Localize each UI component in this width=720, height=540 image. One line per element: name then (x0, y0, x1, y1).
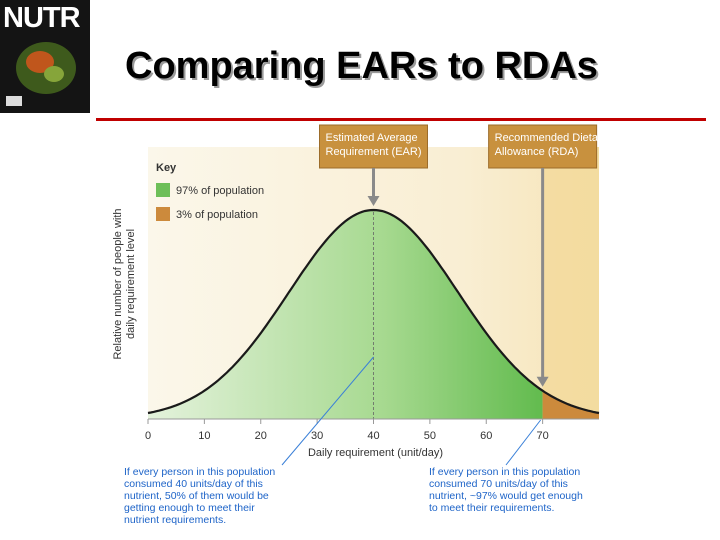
cover-art (0, 0, 90, 113)
callout-text-line: getting enough to meet their (124, 502, 255, 514)
cover-brand-text: NUTR (3, 2, 81, 34)
x-tick-label: 50 (424, 430, 436, 442)
book-cover-image: NUTR (0, 0, 90, 113)
callout-leader-line (281, 356, 374, 466)
callout-leader-line (505, 419, 542, 466)
area-3-percent (542, 390, 599, 419)
marker-arrow-head (367, 196, 380, 206)
area-97-percent (148, 210, 543, 419)
marker-label-line: Allowance (RDA) (495, 146, 579, 158)
x-tick-label: 0 (145, 430, 151, 442)
callout-text-line: If every person in this population (124, 466, 275, 478)
x-tick-label: 70 (537, 430, 549, 442)
x-tick-label: 10 (198, 430, 210, 442)
x-tick-label: 30 (311, 430, 323, 442)
marker-label-line: Requirement (EAR) (326, 146, 422, 158)
title-divider (96, 118, 706, 121)
marker-box (319, 124, 428, 169)
x-axis-label: Daily requirement (unit/day) (308, 447, 443, 459)
x-tick-label: 40 (367, 430, 379, 442)
x-tick-label: 60 (480, 430, 492, 442)
callout-text-line: nutrient, ~97% would get enough (429, 490, 583, 502)
callout-text-line: nutrient, 50% of them would be (124, 490, 269, 502)
callout-text-line: to meet their requirements. (429, 502, 554, 514)
marker-label-line: Estimated Average (326, 132, 418, 144)
callout-text-line: If every person in this population (429, 466, 580, 478)
y-axis-label-line: daily requirement level (125, 229, 137, 339)
key-title: Key (156, 162, 177, 174)
marker-arrow-head (536, 376, 549, 387)
y-axis-label-line: Relative number of people with (112, 208, 124, 359)
callout-text-line: nutrient requirements. (124, 514, 226, 526)
marker-box (488, 124, 598, 169)
callout-text-line: consumed 40 units/day of this (124, 478, 263, 490)
key-swatch (156, 183, 170, 197)
slide-title: Comparing EARs to RDAs (125, 45, 598, 87)
callout-text-line: consumed 70 units/day of this (429, 478, 568, 490)
distribution-curve (147, 208, 600, 415)
key-item-label: 97% of population (176, 185, 264, 197)
x-tick-label: 20 (255, 430, 267, 442)
rda-shaded-band (542, 147, 599, 419)
key-item-label: 3% of population (176, 209, 258, 221)
marker-label-line: Recommended Dietary (495, 132, 608, 144)
key-swatch (156, 207, 170, 221)
